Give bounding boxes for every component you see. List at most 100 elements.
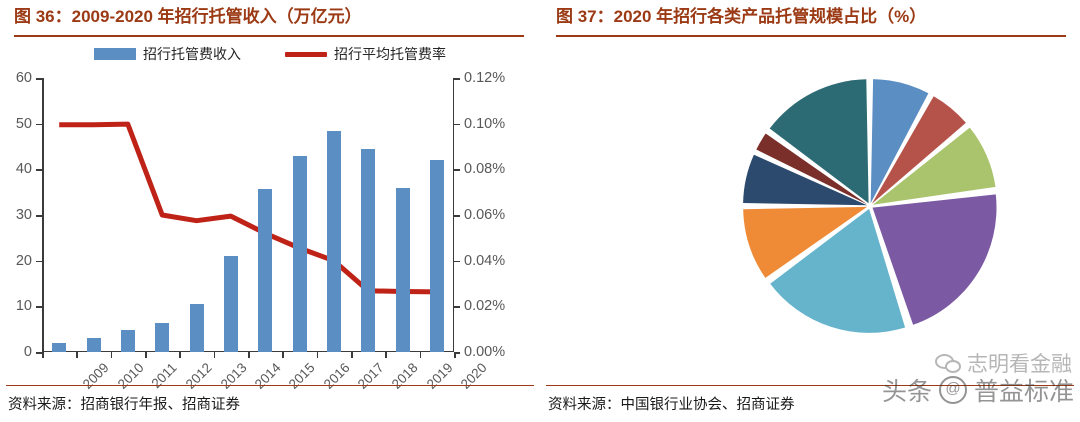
y-axis-right-tick (454, 306, 460, 308)
y-axis-left-tick (36, 260, 42, 263)
y-axis-right-tick (454, 215, 460, 217)
x-axis-tick-label: 2018 (388, 360, 421, 392)
x-axis-tick (282, 352, 284, 358)
legend-label-bar: 招行托管费收入 (143, 46, 241, 62)
y-axis-right-tick-label: 0.06% (464, 207, 506, 223)
x-axis-tick (419, 352, 422, 358)
figure-37-title-rule (556, 35, 1066, 37)
x-axis-tick-label: 2020 (457, 360, 490, 392)
x-axis-tick-label: 2016 (320, 360, 353, 392)
bar (223, 256, 238, 352)
x-axis-tick-label: 2013 (217, 360, 250, 392)
figure-36-panel: 图 36：2009-2020 年招行托管收入（万亿元） 招行托管费收入 招行平均… (0, 7, 540, 413)
pie-slice (871, 96, 966, 204)
y-axis-right-tick-label: 0.12% (464, 70, 506, 86)
y-axis-right-tick-label: 0.10% (464, 115, 506, 132)
x-axis-tick (179, 352, 181, 358)
x-axis-tick (76, 352, 78, 358)
x-axis-tick (351, 352, 353, 358)
fee-rate-line (59, 121, 437, 295)
y-axis-left-tick (36, 306, 42, 308)
y-axis-right-tick (454, 123, 460, 126)
bar (292, 155, 307, 352)
y-axis-right-tick (454, 260, 460, 263)
bar (120, 330, 135, 352)
pie-slices (743, 79, 997, 333)
bar (155, 323, 170, 352)
y-axis-left-tick-label: 40 (15, 161, 32, 178)
x-axis-tick-label: 2011 (148, 360, 180, 392)
x-axis-tick-label: 2014 (251, 360, 284, 392)
figure-36-title: 图 36：2009-2020 年招行托管收入（万亿元） (14, 7, 362, 26)
y-axis-left-tick-label: 20 (15, 252, 32, 269)
y-axis-right-tick (454, 169, 460, 171)
y-axis-left-tick-label: 10 (15, 298, 32, 315)
pie-slice (870, 79, 929, 204)
x-axis-tick-label: 2019 (423, 360, 456, 392)
pie-slice (756, 133, 868, 205)
x-axis-tick (213, 352, 216, 358)
y-axis-right-tick (454, 352, 460, 354)
x-axis-tick (42, 352, 44, 358)
y-axis-right-tick-label: 0.04% (464, 252, 506, 269)
y-axis-left (42, 78, 44, 352)
y-axis-left-tick (36, 78, 42, 80)
y-axis-left-tick (36, 169, 42, 171)
y-axis-left-tick (36, 215, 42, 217)
y-axis-left-tick-label: 30 (15, 207, 32, 223)
bar (258, 188, 273, 352)
x-axis-tick (110, 352, 113, 358)
x-axis-tick (145, 352, 147, 358)
legend-swatch-bar-icon (94, 48, 136, 60)
pie-slice (769, 79, 869, 204)
y-axis-left-tick (36, 123, 42, 126)
legend-label-line: 招行平均托管费率 (334, 46, 446, 62)
bar (361, 148, 376, 352)
figure-37-panel: 图 37：2020 年招行各类产品托管规模占比（%） 证券投资基金基金资管计划6… (540, 0, 1080, 422)
x-axis-tick-label: 2012 (182, 360, 215, 392)
bar (189, 303, 204, 352)
legend-item-bar: 招行托管费收入 (94, 44, 241, 64)
bar-line-chart: 招行托管费收入 招行平均托管费率 0 10 20 30 40 50 60 0.00% 0.02%… (0, 30, 540, 392)
chart-legend: 招行托管费收入 招行平均托管费率 (0, 44, 540, 64)
x-axis-tick-label: 2015 (285, 360, 318, 392)
pie-slice (770, 208, 906, 333)
y-axis-right-tick-label: 0.00% (464, 344, 506, 360)
y-axis-right-tick (454, 78, 460, 80)
figure-36-source: 资料来源：招商银行年报、招商证券 (8, 397, 240, 413)
y-axis-right (452, 78, 454, 352)
figure-37-footer-rule (546, 385, 1074, 386)
y-axis-left-tick-label: 60 (15, 70, 32, 86)
legend-swatch-line-icon (285, 51, 327, 57)
pie-chart: 证券投资基金基金资管计划6%证券资管计划9%银行理财22%信托财产保管20%私募… (540, 28, 1080, 380)
x-axis-tick-label: 2010 (114, 360, 147, 392)
y-axis-left-tick-label: 0 (23, 344, 32, 360)
pie-slice (872, 127, 996, 205)
x-axis (42, 350, 454, 352)
y-axis-left-tick-label: 50 (15, 115, 32, 132)
x-axis-tick (248, 352, 250, 358)
legend-item-line: 招行平均托管费率 (285, 44, 446, 64)
x-axis-tick (385, 352, 387, 358)
bar (326, 130, 341, 352)
plot-area: 0 10 20 30 40 50 60 0.00% 0.02% 0.04% 0.06% 0.08% 0.… (16, 70, 505, 392)
x-axis-tick (454, 352, 456, 358)
y-axis-left-tick (36, 352, 42, 354)
at-icon: @ (938, 376, 967, 404)
y-axis-right-tick-label: 0.08% (464, 161, 506, 178)
x-axis-tick-label: 2017 (354, 360, 387, 392)
pie-slice (743, 154, 868, 206)
figure-36-footer-rule (6, 385, 534, 386)
y-axis-right-tick-label: 0.02% (464, 298, 506, 315)
x-axis-tick-label: 2009 (79, 360, 112, 392)
bar (395, 187, 410, 352)
bar (429, 160, 444, 352)
bar (86, 338, 101, 352)
bar (52, 342, 67, 352)
figure-37-title: 图 37：2020 年招行各类产品托管规模占比（%） (556, 7, 927, 26)
figure-36-title-rule (14, 35, 524, 37)
pie-slice (743, 206, 868, 278)
x-axis-tick (316, 352, 319, 358)
pie-slice (872, 194, 997, 325)
